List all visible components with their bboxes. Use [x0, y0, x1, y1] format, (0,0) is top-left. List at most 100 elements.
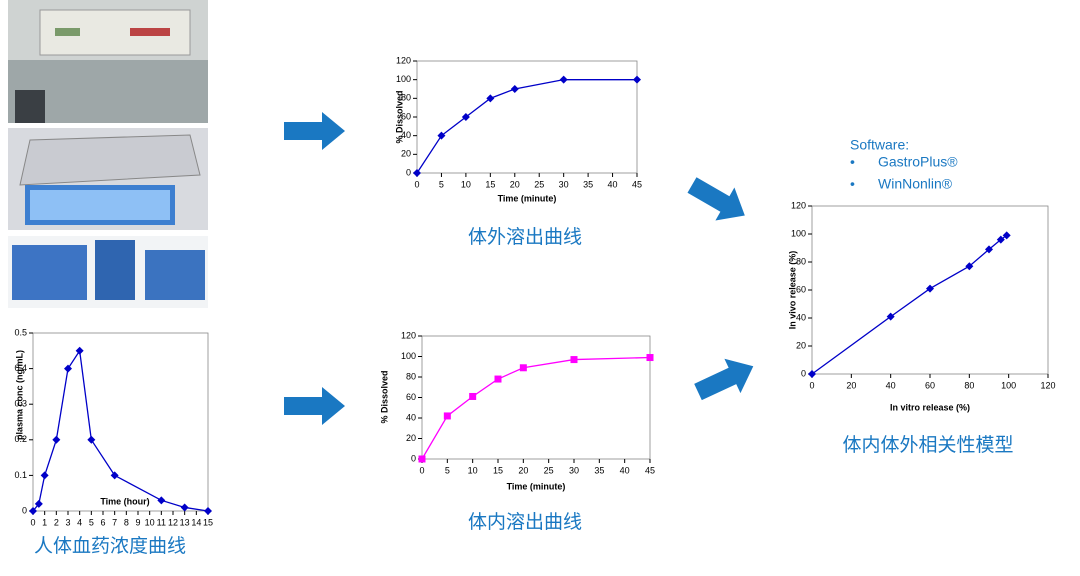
marker — [926, 284, 934, 293]
marker — [87, 435, 96, 444]
y-tick-label: 0.5 — [14, 327, 27, 337]
x-tick-label: 12 — [168, 517, 178, 527]
x-tick-label: 15 — [493, 465, 503, 475]
y-tick-label: 80 — [796, 256, 806, 266]
x-tick-label: 60 — [925, 380, 935, 390]
x-tick-label: 40 — [886, 380, 896, 390]
x-tick-label: 20 — [846, 380, 856, 390]
marker — [34, 499, 43, 508]
caption: 体外溶出曲线 — [468, 226, 582, 248]
x-tick-label: 0 — [414, 179, 419, 189]
x-tick-label: 25 — [534, 179, 544, 189]
arrow — [284, 387, 345, 425]
y-tick-label: 60 — [401, 111, 411, 121]
y-tick-label: 0 — [22, 505, 27, 515]
x-tick-label: 8 — [124, 517, 129, 527]
y-tick-label: 0.3 — [14, 399, 27, 409]
caption: 体内溶出曲线 — [468, 511, 582, 533]
marker — [461, 113, 470, 121]
marker — [808, 370, 816, 378]
marker — [886, 312, 895, 321]
caption: 体内体外相关性模型 — [842, 434, 1013, 456]
software-item: WinNonlin® — [878, 176, 953, 192]
x-tick-label: 9 — [135, 517, 140, 527]
software-item: GastroPlus® — [878, 154, 958, 170]
x-tick-label: 5 — [439, 179, 444, 189]
y-tick-label: 40 — [406, 412, 416, 422]
marker — [510, 85, 519, 93]
marker — [413, 169, 421, 177]
marker — [494, 375, 502, 383]
x-tick-label: 20 — [518, 465, 528, 475]
marker — [985, 245, 993, 254]
x-tick-label: 0 — [809, 380, 814, 390]
y-tick-label: 0 — [801, 368, 806, 378]
marker — [64, 364, 72, 373]
x-tick-label: 100 — [1001, 380, 1016, 390]
marker — [157, 496, 166, 505]
marker — [519, 364, 527, 372]
arrows — [284, 112, 754, 425]
x-tick-label: 5 — [445, 465, 450, 475]
y-tick-label: 60 — [796, 284, 806, 294]
x-tick-label: 2 — [54, 517, 59, 527]
marker — [633, 75, 641, 84]
x-axis-label: Time (hour) — [100, 496, 149, 506]
marker — [486, 94, 495, 103]
plot-area — [32, 332, 209, 512]
x-tick-label: 14 — [191, 517, 201, 527]
y-tick-label: 20 — [401, 149, 411, 159]
x-tick-label: 15 — [203, 517, 213, 527]
marker — [75, 346, 84, 355]
y-axis-label: % Dissolved — [394, 90, 404, 143]
x-tick-label: 40 — [608, 179, 618, 189]
x-tick-label: 20 — [510, 179, 520, 189]
y-tick-label: 0.1 — [14, 470, 27, 480]
marker — [40, 471, 49, 480]
y-tick-label: 40 — [796, 312, 806, 322]
x-tick-label: 1 — [42, 517, 47, 527]
y-tick-label: 120 — [396, 55, 411, 65]
x-tick-label: 45 — [632, 179, 642, 189]
marker — [204, 507, 212, 515]
x-axis-label: Time (minute) — [507, 481, 566, 491]
y-tick-label: 20 — [796, 340, 806, 350]
marker — [996, 235, 1005, 244]
x-tick-label: 30 — [569, 465, 579, 475]
bullet: • — [850, 154, 855, 170]
marker — [437, 131, 446, 140]
x-tick-label: 40 — [620, 465, 630, 475]
photo-flow-cell — [8, 236, 208, 308]
x-tick-label: 35 — [583, 179, 593, 189]
x-tick-label: 35 — [594, 465, 604, 475]
x-tick-label: 30 — [559, 179, 569, 189]
marker — [1002, 231, 1011, 240]
arrow — [694, 358, 754, 401]
marker — [559, 75, 568, 84]
marker — [443, 412, 451, 420]
y-tick-label: 0.4 — [14, 363, 27, 373]
y-tick-label: 100 — [401, 351, 416, 361]
x-tick-label: 25 — [544, 465, 554, 475]
marker — [570, 356, 578, 364]
plot-area — [416, 60, 638, 174]
x-axis-label: Time (minute) — [498, 193, 557, 203]
photo-apparatus — [8, 128, 208, 230]
x-tick-label: 15 — [485, 179, 495, 189]
y-tick-label: 120 — [791, 200, 806, 210]
marker — [29, 507, 37, 515]
x-tick-label: 7 — [112, 517, 117, 527]
x-tick-label: 10 — [461, 179, 471, 189]
arrow — [687, 177, 745, 221]
x-tick-label: 6 — [100, 517, 105, 527]
y-tick-label: 0 — [411, 453, 416, 463]
x-tick-label: 10 — [468, 465, 478, 475]
x-tick-label: 4 — [77, 517, 82, 527]
y-tick-label: 120 — [401, 330, 416, 340]
y-tick-label: 80 — [401, 93, 411, 103]
caption: 人体血药浓度曲线 — [34, 535, 186, 557]
x-tick-label: 11 — [157, 517, 166, 527]
marker — [965, 262, 974, 271]
y-tick-label: 0 — [406, 167, 411, 177]
